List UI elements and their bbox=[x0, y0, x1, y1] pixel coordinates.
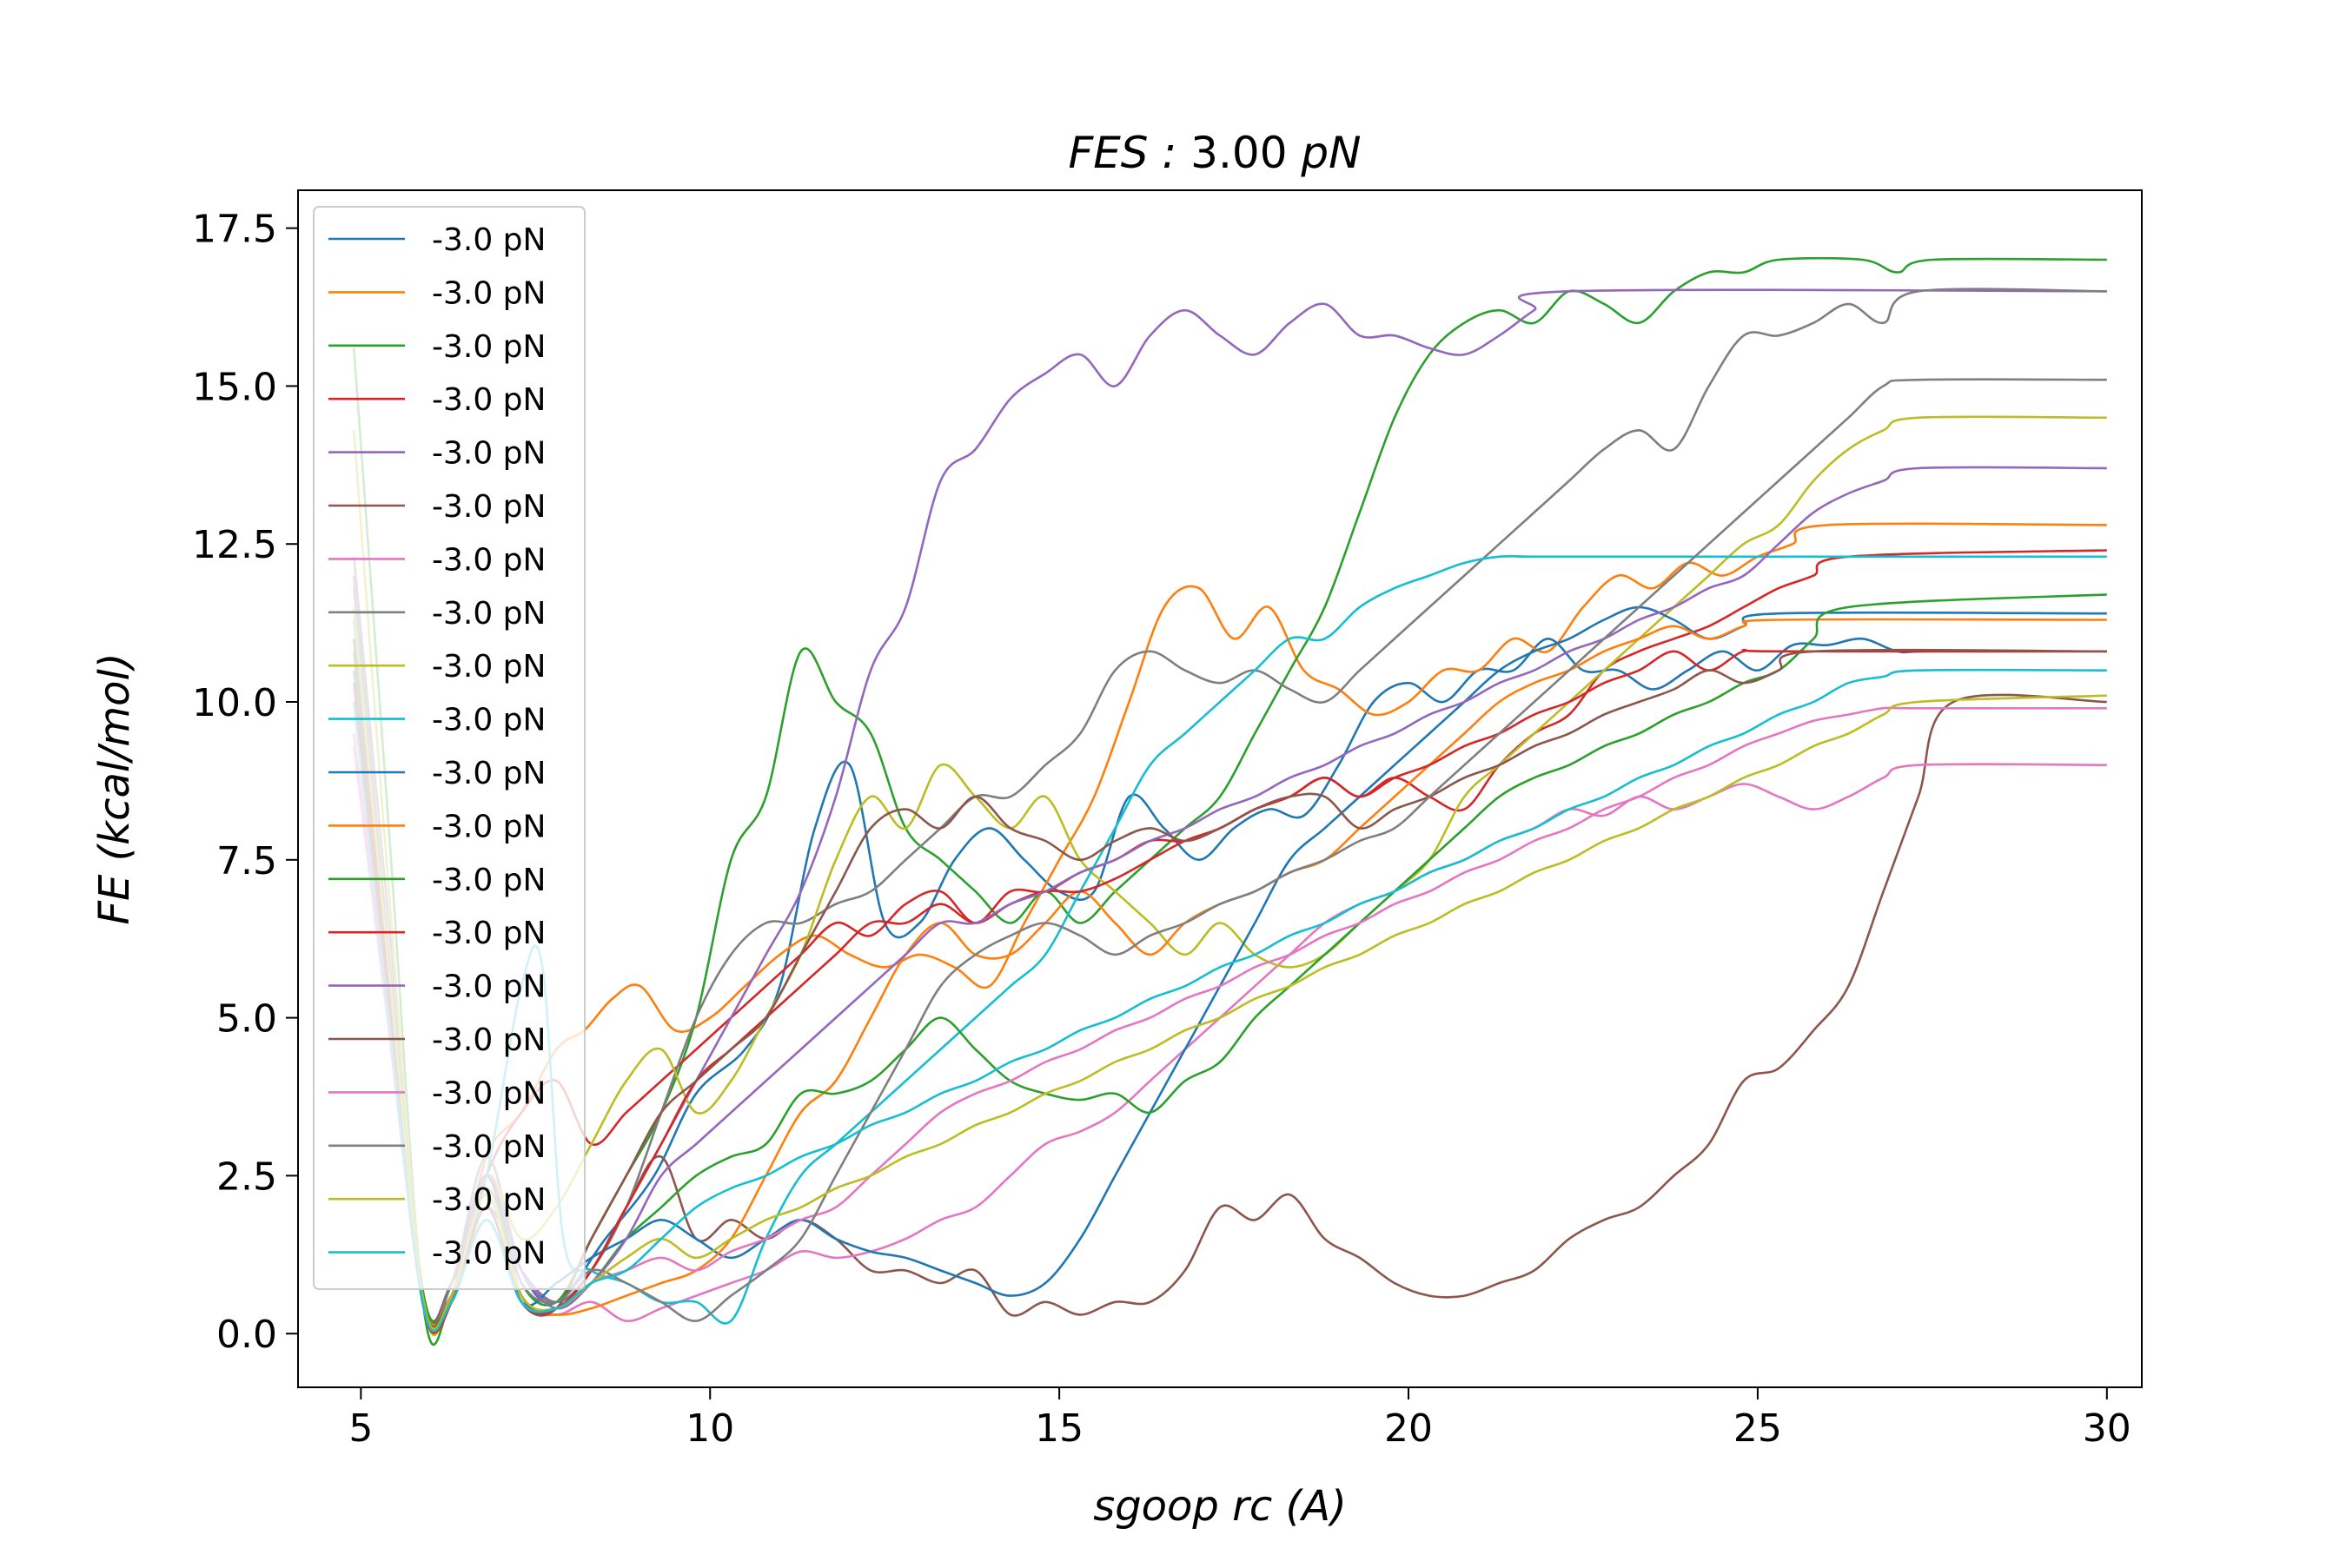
x-tick-label: 5 bbox=[348, 1406, 373, 1451]
legend-label: -3.0 pN bbox=[432, 436, 546, 472]
y-tick-label: 2.5 bbox=[216, 1154, 277, 1199]
y-tick-label: 7.5 bbox=[216, 839, 277, 883]
legend-frame bbox=[313, 206, 586, 1290]
x-tick-label: 25 bbox=[1733, 1406, 1782, 1451]
series-line-20 bbox=[353, 668, 2107, 1333]
legend: -3.0 pN -3.0 pN -3.0 pN -3.0 pN -3.0 pN -3.0 … bbox=[313, 206, 586, 1290]
x-tick-label: 10 bbox=[686, 1406, 734, 1451]
legend-label: -3.0 pN bbox=[432, 275, 546, 311]
legend-label: -3.0 pN bbox=[432, 863, 546, 898]
legend-label: -3.0 pN bbox=[432, 542, 546, 578]
y-tick-label: 10.0 bbox=[192, 681, 277, 725]
chart-title-italic: FES : bbox=[1068, 128, 1176, 178]
legend-label: -3.0 pN bbox=[432, 1236, 546, 1272]
y-tick-label: 0.0 bbox=[216, 1313, 277, 1357]
legend-label: -3.0 pN bbox=[432, 1182, 546, 1218]
y-tick-label: 5.0 bbox=[216, 997, 277, 1042]
legend-label: -3.0 pN bbox=[432, 1129, 546, 1165]
y-tick-label: 15.0 bbox=[192, 365, 277, 409]
legend-label: -3.0 pN bbox=[432, 916, 546, 951]
legend-entries: -3.0 pN -3.0 pN -3.0 pN -3.0 pN -3.0 pN -3.0 … bbox=[328, 222, 546, 1272]
legend-label: -3.0 pN bbox=[432, 382, 546, 418]
x-axis-label: sgoop rc (A) bbox=[1093, 1482, 1347, 1531]
chart-title-value: 3.00 bbox=[1176, 128, 1301, 178]
legend-label: -3.0 pN bbox=[432, 1075, 546, 1111]
x-tick-label: 20 bbox=[1384, 1406, 1433, 1451]
svg-text:FES : 3.00 pN: FES : 3.00 pN bbox=[1068, 128, 1361, 178]
y-axis-label: FE (kcal/mol) bbox=[90, 652, 139, 924]
legend-label: -3.0 pN bbox=[432, 649, 546, 685]
x-axis: 5 10 15 20 25 30 bbox=[348, 1387, 2131, 1451]
legend-label: -3.0 pN bbox=[432, 489, 546, 525]
legend-label: -3.0 pN bbox=[432, 596, 546, 632]
legend-label: -3.0 pN bbox=[432, 756, 546, 791]
legend-label: -3.0 pN bbox=[432, 969, 546, 1005]
legend-label: -3.0 pN bbox=[432, 1022, 546, 1058]
chart-title-unit: pN bbox=[1300, 128, 1361, 178]
chart-title: FES : 3.00 pN bbox=[1068, 128, 1361, 178]
legend-label: -3.0 pN bbox=[432, 703, 546, 738]
x-tick-label: 30 bbox=[2083, 1406, 2131, 1451]
legend-label: -3.0 pN bbox=[432, 329, 546, 365]
y-tick-label: 12.5 bbox=[192, 523, 277, 567]
y-axis: 0.0 2.5 5.0 7.5 10.0 12.5 15.0 17.5 bbox=[192, 208, 298, 1357]
plot-frame bbox=[297, 189, 2143, 1388]
legend-label: -3.0 pN bbox=[432, 809, 546, 844]
x-tick-label: 15 bbox=[1035, 1406, 1084, 1451]
y-tick-label: 17.5 bbox=[192, 208, 277, 252]
legend-label: -3.0 pN bbox=[432, 222, 546, 258]
